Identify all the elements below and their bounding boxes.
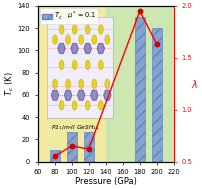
Y-axis label: $T_c$ (K): $T_c$ (K) — [3, 71, 16, 96]
Bar — [106, 6, 174, 161]
Point — [155, 43, 159, 46]
Bar — [84, 132, 94, 161]
X-axis label: Pressure (GPa): Pressure (GPa) — [75, 177, 137, 186]
Bar — [38, 6, 106, 161]
Point — [53, 155, 56, 158]
Bar — [152, 28, 162, 161]
Point — [70, 144, 73, 147]
Bar — [49, 150, 60, 161]
Bar — [67, 132, 77, 161]
Point — [138, 10, 141, 13]
Y-axis label: $\lambda$: $\lambda$ — [191, 78, 199, 90]
Text: $P2_1/m$-II GeSH$_{14}$: $P2_1/m$-II GeSH$_{14}$ — [52, 123, 100, 132]
Legend: $T_c$   $\mu^*=0.1$: $T_c$ $\mu^*=0.1$ — [40, 8, 98, 24]
Bar — [135, 17, 145, 161]
Point — [87, 148, 90, 151]
